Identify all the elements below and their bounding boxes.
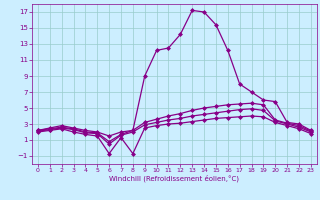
X-axis label: Windchill (Refroidissement éolien,°C): Windchill (Refroidissement éolien,°C) [109, 175, 239, 182]
